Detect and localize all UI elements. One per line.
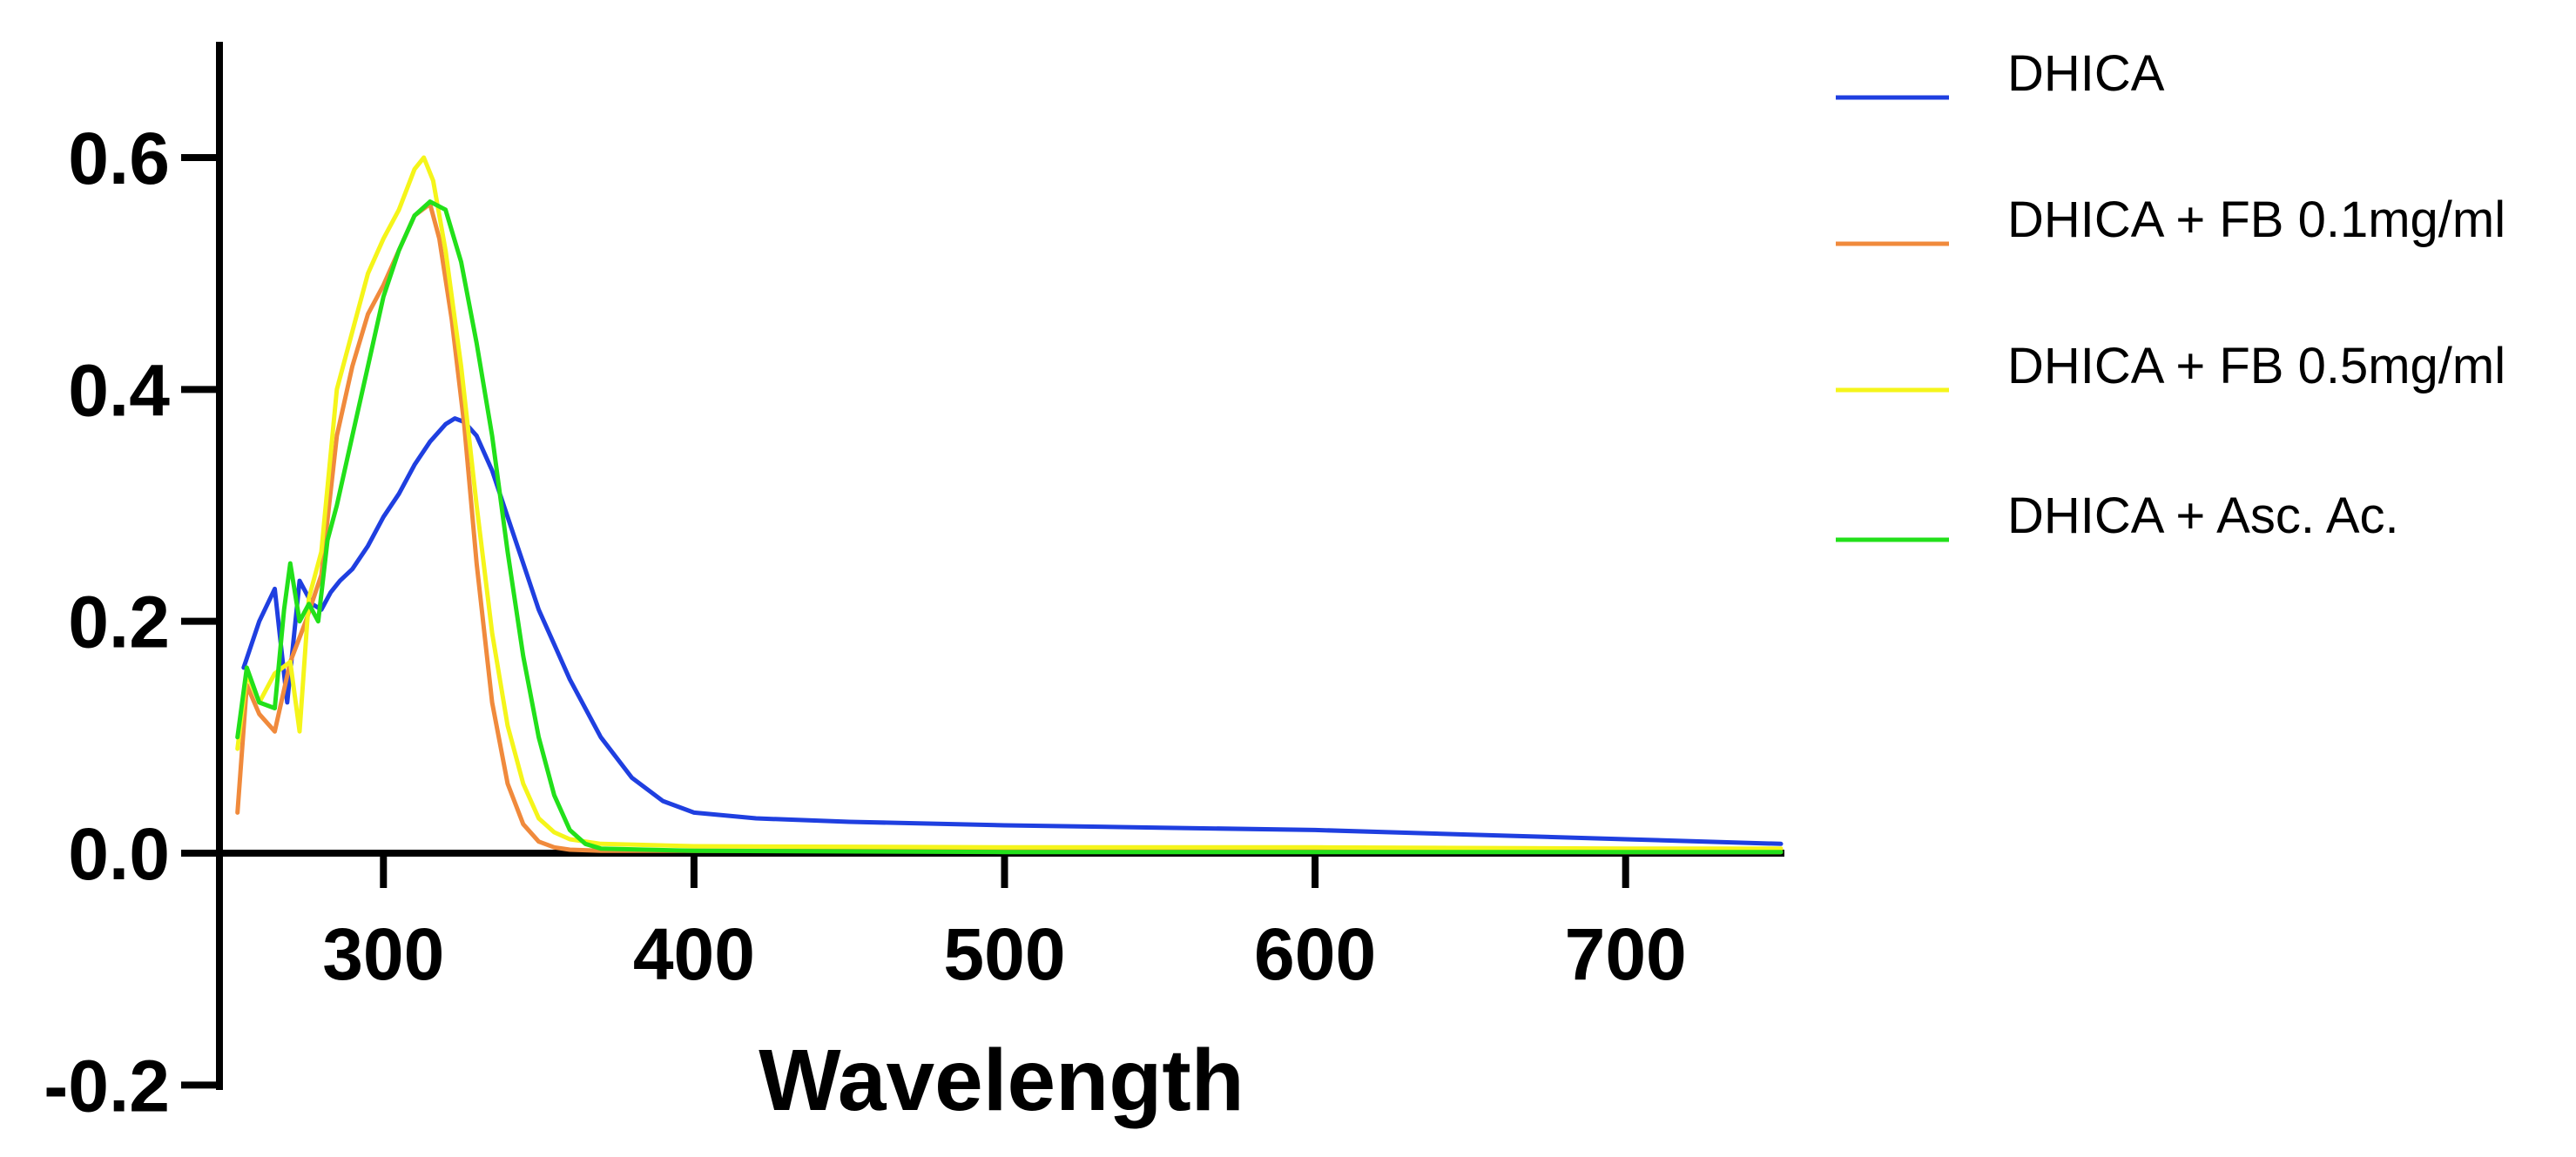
- series-line-3: [235, 155, 1784, 851]
- y-tick-label: -0.2: [44, 1045, 170, 1127]
- x-tick-label: 500: [943, 913, 1065, 995]
- series-line-4: [235, 199, 1784, 855]
- x-tick-label: 400: [633, 913, 755, 995]
- series-group: [235, 155, 1784, 855]
- legend-label-3: DHICA + FB 0.5mg/ml: [2007, 338, 2505, 394]
- legend-label-2: DHICA + FB 0.1mg/ml: [2007, 192, 2505, 248]
- y-tick-label: 0.2: [68, 582, 170, 663]
- x-tick-label: 300: [322, 913, 444, 995]
- legend: DHICA DHICA + FB 0.1mg/ml DHICA + FB 0.5mg…: [1836, 45, 2505, 544]
- y-tick-label: 0.0: [68, 813, 170, 895]
- x-axis-title: Wavelength: [759, 1032, 1244, 1129]
- legend-label-1: DHICA: [2007, 45, 2165, 102]
- y-tick-label: 0.6: [68, 118, 170, 199]
- x-tick-label: 700: [1565, 913, 1687, 995]
- y-tick-label: 0.4: [68, 349, 170, 431]
- ticks: -0.2 0.0 0.2 0.4 0.6 300 400 500 600 700: [44, 118, 1687, 1127]
- x-tick-label: 600: [1254, 913, 1376, 995]
- legend-label-4: DHICA + Asc. Ac.: [2007, 488, 2399, 544]
